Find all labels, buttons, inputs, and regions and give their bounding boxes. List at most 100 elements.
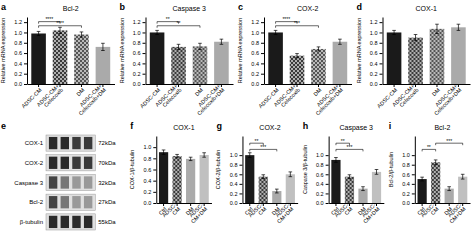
y-tick: 0.6 xyxy=(370,50,383,56)
error-bar xyxy=(392,30,396,34)
y-tick-mark xyxy=(326,165,329,166)
significance-label: **** xyxy=(45,16,53,22)
y-tick-mark xyxy=(153,147,156,148)
x-tick-mark xyxy=(221,84,222,87)
x-tick-label: ADSC-CM xyxy=(333,202,354,223)
blot-band xyxy=(49,176,57,188)
blot-band xyxy=(84,216,92,228)
marks xyxy=(245,153,295,203)
y-tick-mark xyxy=(261,32,264,33)
y-tick-label: 0.8 xyxy=(14,40,22,46)
panel-letter: b xyxy=(120,2,126,12)
y-tick: 0.8 xyxy=(14,40,27,46)
x-tick: ADSC-CM xyxy=(419,202,440,223)
error-bar xyxy=(274,30,278,34)
bar xyxy=(173,156,182,203)
y-tick: 0.2 xyxy=(316,191,329,197)
y-axis: 0.00.20.40.60.81.01.2 xyxy=(14,18,27,88)
y-tick-mark xyxy=(412,203,415,204)
error-bar xyxy=(248,153,252,158)
error-bar xyxy=(420,177,424,181)
error-bar xyxy=(155,30,159,34)
title: COX-2 xyxy=(259,124,281,131)
bar xyxy=(331,160,340,203)
y-tick-mark xyxy=(261,43,264,44)
error-bar xyxy=(457,24,461,30)
x-tick: ADSC-CM+Celecoxib+DM xyxy=(429,83,463,117)
x-tick: ADSC-CM+Celecoxib+DM xyxy=(192,83,226,117)
y-axis-line xyxy=(329,137,330,204)
panel-letter: e xyxy=(1,121,6,131)
significance-label: *** xyxy=(446,138,452,144)
y-tick: 0.6 xyxy=(14,50,27,56)
y-tick-mark xyxy=(24,53,27,54)
x-tick-mark xyxy=(394,84,395,87)
y-tick-mark xyxy=(326,184,329,185)
y-tick: 0.8 xyxy=(370,40,383,46)
y-tick-label: 0.6 xyxy=(316,172,324,178)
error-bar xyxy=(202,153,206,157)
blot-box xyxy=(46,194,95,210)
y-axis-line xyxy=(415,137,416,204)
error-bar xyxy=(289,172,293,177)
x-tick-mark xyxy=(163,203,164,206)
title: Caspase 3 xyxy=(173,5,207,13)
y-tick: 0.0 xyxy=(402,200,415,206)
error-bar xyxy=(435,24,439,33)
y-tick-mark xyxy=(380,53,383,54)
y-tick-label: 0.8 xyxy=(230,162,238,168)
bar xyxy=(458,177,467,203)
y-tick: 0.8 xyxy=(144,156,157,162)
y-tick: 1.0 xyxy=(133,30,146,36)
y-tick-label: 1.0 xyxy=(230,152,238,158)
blot-band xyxy=(61,137,69,149)
y-tick-label: 1.0 xyxy=(14,30,22,36)
bar xyxy=(290,56,305,84)
x-tick-label: ADSC-CM+Celecoxib xyxy=(36,83,65,112)
y-tick-mark xyxy=(153,158,156,159)
marks xyxy=(331,158,381,203)
blot-band xyxy=(61,157,69,169)
x-tick-mark xyxy=(335,203,336,206)
y-tick: 0.0 xyxy=(251,81,264,87)
y-tick: 1.0 xyxy=(370,30,383,36)
y-tick: 1.2 xyxy=(251,19,264,25)
marks xyxy=(418,160,468,203)
y-tick-label: 1.2 xyxy=(251,19,259,25)
y-tick-label: 1.2 xyxy=(133,19,141,25)
blot-label: COX-1 xyxy=(25,140,44,146)
error-bar xyxy=(414,35,418,41)
x-tick-mark xyxy=(276,203,277,206)
panel: a0.00.20.40.60.81.01.2ADSC-CMADSC-CM+Cel… xyxy=(0,2,115,116)
x-tick-label: ADSC-CM+Celecoxib xyxy=(391,83,420,112)
y-tick: 1.0 xyxy=(14,30,27,36)
x-axis-line xyxy=(383,84,471,85)
y-tick-label: 0.6 xyxy=(230,172,238,178)
y-tick: 0.2 xyxy=(370,71,383,77)
x-tick-line: CM+DM xyxy=(190,206,209,225)
x-tick-label: ADSC-CM xyxy=(161,202,182,223)
error-bar xyxy=(80,32,84,37)
bar xyxy=(372,172,381,203)
x-tick-mark xyxy=(435,203,436,206)
x-axis: ADSC-CMADSC-CM+CelecoxibDMADSC-CM+Celeco… xyxy=(376,83,471,117)
y-tick: 0.4 xyxy=(144,178,157,184)
error-bar xyxy=(295,54,299,58)
y-label: Relative mRNA expression xyxy=(356,18,362,83)
y-tick-label: 0.8 xyxy=(133,40,141,46)
y-tick-label: 0.8 xyxy=(251,40,259,46)
y-tick-label: 1.2 xyxy=(370,19,378,25)
title: Bcl-2 xyxy=(434,124,450,131)
x-tick-mark xyxy=(177,203,178,206)
y-tick-mark xyxy=(380,22,383,23)
y-tick-mark xyxy=(239,165,242,166)
y-tick-label: 0.2 xyxy=(251,71,259,77)
y-label: Caspase 3/β-tubulin xyxy=(302,145,308,194)
blot-label: Caspase 3 xyxy=(14,180,43,186)
y-tick-mark xyxy=(380,32,383,33)
y-tick: 0.2 xyxy=(251,71,264,77)
y-tick: 0.4 xyxy=(316,181,329,187)
blot-kda: 72kDa xyxy=(98,140,116,146)
y-tick: 0.8 xyxy=(402,162,415,168)
bar xyxy=(171,47,186,84)
